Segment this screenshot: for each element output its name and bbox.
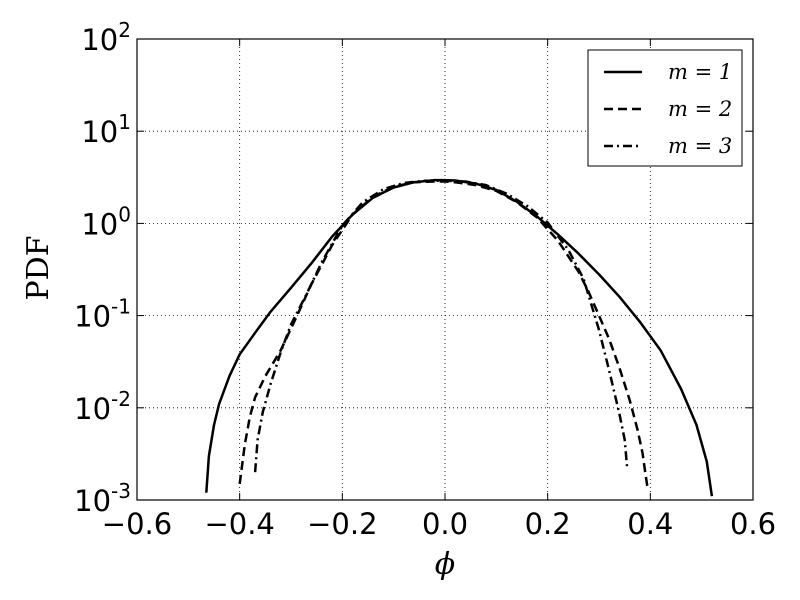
x-tick-label: 0.6 [730,507,776,541]
x-tick-label: −0.6 [102,507,172,541]
ticks [136,38,754,501]
grid [137,39,753,500]
legend-label: m = 3 [668,134,732,158]
x-tick-label: 0.4 [627,507,673,541]
series-line-m=1 [205,178,714,497]
x-axis-label: ϕ [435,547,455,582]
series-group [205,178,714,497]
y-axis-label: PDF [21,235,56,300]
series-line-m=2 [238,180,650,490]
x-tick-label: −0.4 [204,507,274,541]
legend-box [587,49,743,167]
y-tick-label: 102 [81,18,131,57]
legend: m = 1 m = 2 m = 3 [587,49,743,167]
series-line-m=3 [253,179,629,473]
x-tick-label: 0.2 [525,507,571,541]
legend-label: m = 1 [668,60,732,84]
x-tick-label: −0.2 [307,507,377,541]
x-tick-label: 0.0 [422,507,468,541]
legend-label: m = 2 [668,97,732,121]
